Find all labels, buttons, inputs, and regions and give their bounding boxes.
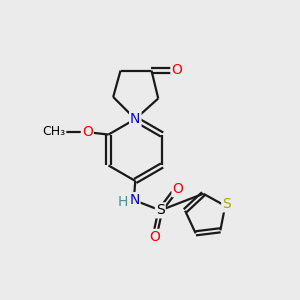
Text: N: N bbox=[129, 193, 140, 207]
Text: O: O bbox=[149, 230, 160, 244]
Text: N: N bbox=[130, 112, 140, 126]
Text: O: O bbox=[171, 64, 182, 77]
Text: H: H bbox=[117, 194, 128, 208]
Text: O: O bbox=[172, 182, 183, 196]
Text: S: S bbox=[156, 203, 165, 218]
Text: O: O bbox=[82, 125, 93, 139]
Text: S: S bbox=[222, 197, 231, 211]
Text: CH₃: CH₃ bbox=[42, 125, 65, 138]
